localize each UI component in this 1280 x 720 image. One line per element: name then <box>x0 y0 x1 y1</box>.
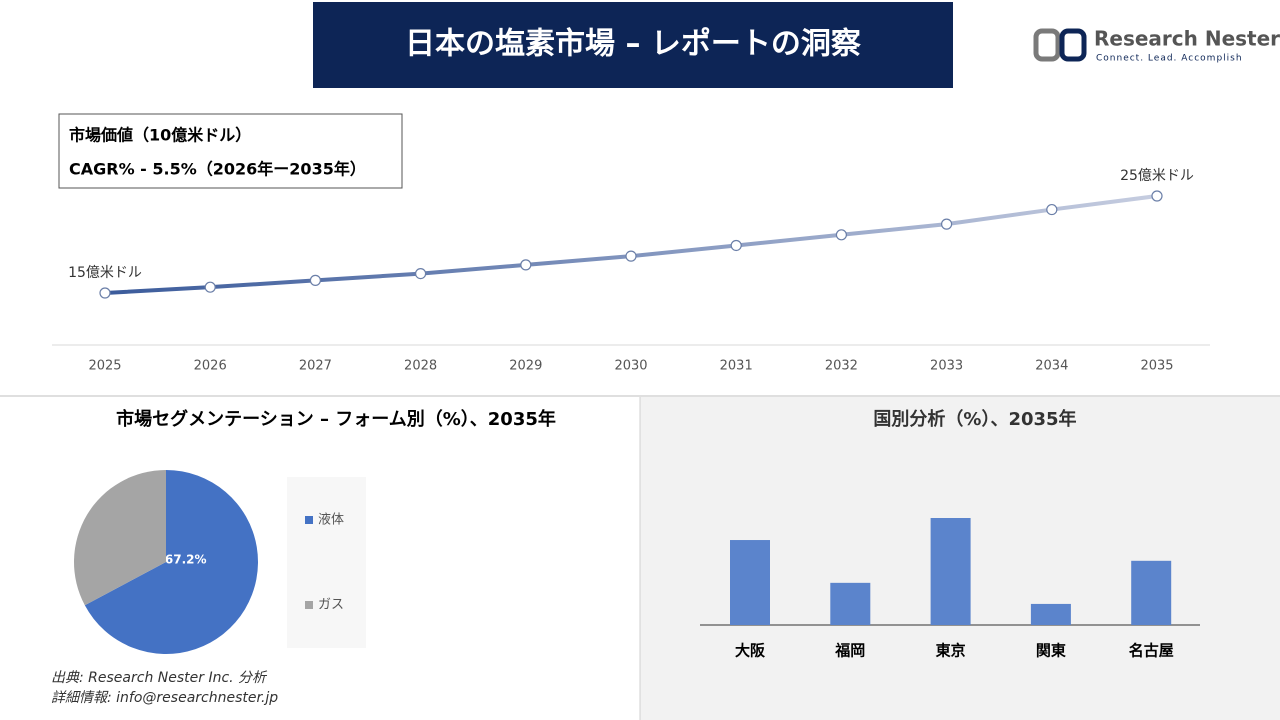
logo-name: Research Nester <box>1094 27 1280 51</box>
x-tick-label: 2027 <box>299 359 332 374</box>
x-tick-label: 2031 <box>720 359 753 374</box>
pie-title: 市場セグメンテーション – フォーム別（%）、2035年 <box>116 408 556 430</box>
logo-icon <box>1059 28 1087 62</box>
point <box>940 218 953 230</box>
point <box>1046 203 1058 216</box>
value-label: 67.2% <box>165 552 207 566</box>
title-box <box>313 2 953 88</box>
bar-title: 国別分析（%）、2035年 <box>873 408 1076 430</box>
bar <box>830 582 871 625</box>
point <box>520 259 532 271</box>
x-tick-label: 2029 <box>509 359 542 374</box>
legend-box <box>287 477 366 648</box>
x-tick-label: 2035 <box>1140 359 1173 374</box>
value-label: 25億米ドル <box>1120 168 1194 184</box>
x-tick-label: 東京 <box>936 642 966 660</box>
page-title: 日本の塩素市場 – レポートの洞察 <box>405 27 862 62</box>
bar <box>730 540 770 625</box>
value-label: 15億米ドル <box>68 265 142 281</box>
x-tick-label: 2034 <box>1035 359 1068 374</box>
x-tick-label: 名古屋 <box>1129 642 1174 660</box>
annotation: CAGR% - 5.5%（2026年ー2035年） <box>69 160 366 179</box>
x-tick-label: 2028 <box>404 359 437 374</box>
x-tick-label: 関東 <box>1036 642 1066 660</box>
legend-marker <box>305 601 313 609</box>
legend-label: ガス <box>318 598 344 613</box>
logo-tagline: Connect. Lead. Accomplish <box>1096 54 1243 64</box>
info-box <box>58 113 403 189</box>
pie-slice <box>74 470 166 606</box>
point <box>835 229 848 241</box>
x-tick-label: 2030 <box>614 359 647 374</box>
pie-slice <box>84 470 258 654</box>
logo: Research Nester Connect. Lead. Accomplis… <box>1033 27 1280 64</box>
x-tick-label: 2032 <box>825 359 858 374</box>
footer-contact: 詳細情報: info@researchnester.jp <box>51 690 278 706</box>
legend-marker <box>305 516 313 524</box>
bar <box>1030 603 1071 625</box>
logo-icon <box>1033 28 1061 62</box>
point <box>99 287 111 299</box>
footer-source: 出典: Research Nester Inc. 分析 <box>51 670 268 686</box>
bar <box>1131 560 1172 625</box>
bar <box>930 518 971 625</box>
point <box>415 268 427 280</box>
x-tick-label: 福岡 <box>834 642 865 660</box>
point <box>309 274 321 286</box>
point <box>1151 190 1163 202</box>
legend-label: 液体 <box>318 513 344 528</box>
x-tick-label: 大阪 <box>735 642 766 660</box>
annotation: 市場価値（10億米ドル） <box>69 126 251 145</box>
x-tick-label: 2033 <box>930 359 963 374</box>
x-tick-label: 2025 <box>88 359 121 374</box>
point <box>730 239 742 252</box>
x-tick-label: 2026 <box>194 359 227 374</box>
point <box>625 250 637 262</box>
point <box>204 281 216 293</box>
